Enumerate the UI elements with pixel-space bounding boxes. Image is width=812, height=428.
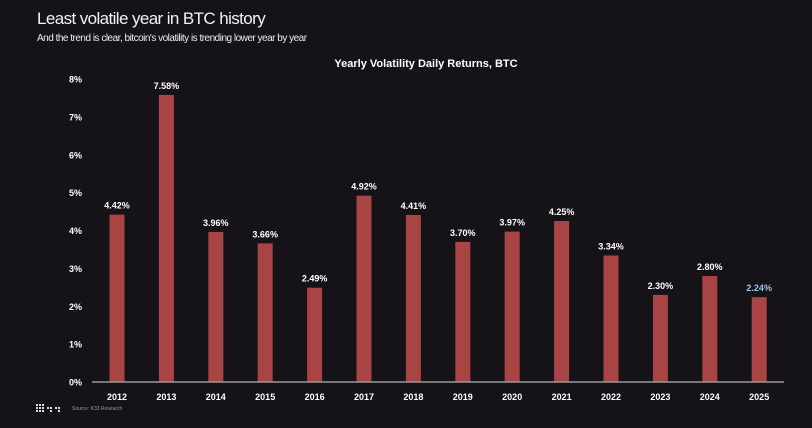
data-label: 4.42% (104, 201, 130, 211)
x-tick-label: 2023 (650, 392, 670, 402)
bar-2012 (109, 214, 125, 382)
y-tick-label: 3% (69, 264, 82, 274)
bar-2017 (356, 195, 372, 382)
data-label: 2.30% (648, 281, 674, 291)
bar-2025 (751, 297, 767, 382)
bar-2020 (504, 231, 520, 382)
y-tick-label: 5% (69, 188, 82, 198)
data-label: 4.25% (549, 207, 575, 217)
source-note: Source: K33 Research (72, 406, 123, 412)
x-tick-label: 2015 (255, 392, 275, 402)
x-tick-label: 2020 (502, 392, 522, 402)
data-label: 2.24% (746, 283, 772, 293)
x-tick-label: 2016 (305, 392, 325, 402)
data-label: 2.80% (697, 262, 723, 272)
chart-title: Yearly Volatility Daily Returns, BTC (334, 58, 518, 70)
bar-2016 (307, 287, 323, 382)
y-tick-label: 2% (69, 302, 82, 312)
bar-2021 (554, 221, 570, 382)
bar-2015 (257, 243, 273, 382)
x-tick-label: 2017 (354, 392, 374, 402)
y-tick-label: 4% (69, 226, 82, 236)
x-tick-label: 2019 (453, 392, 473, 402)
data-label: 3.66% (252, 229, 278, 239)
y-tick-label: 6% (69, 150, 82, 160)
data-label: 3.70% (450, 228, 476, 238)
page-subtitle: And the trend is clear, bitcoin's volati… (37, 33, 307, 44)
x-tick-label: 2012 (107, 392, 127, 402)
data-label: 4.92% (351, 182, 377, 192)
x-tick-label: 2021 (552, 392, 572, 402)
bar-2019 (455, 241, 471, 382)
y-tick-label: 7% (69, 112, 82, 122)
data-label: 7.58% (154, 81, 180, 91)
bar-2023 (652, 294, 668, 382)
x-tick-label: 2024 (700, 392, 720, 402)
x-tick-label: 2013 (156, 392, 176, 402)
x-tick-label: 2022 (601, 392, 621, 402)
bar-2013 (158, 94, 174, 382)
bar-2014 (208, 232, 224, 382)
bar-2022 (603, 255, 619, 382)
data-label: 2.49% (302, 274, 328, 284)
page-title: Least volatile year in BTC history (37, 9, 266, 28)
x-tick-label: 2025 (749, 392, 769, 402)
x-tick-label: 2018 (403, 392, 423, 402)
y-tick-label: 8% (69, 75, 82, 85)
data-label: 3.96% (203, 218, 229, 228)
data-label: 3.97% (499, 218, 525, 228)
bar-2018 (405, 214, 421, 382)
data-label: 3.34% (598, 241, 624, 251)
y-tick-label: 0% (69, 378, 82, 388)
x-tick-label: 2014 (206, 392, 226, 402)
data-label: 4.41% (401, 201, 427, 211)
k33-logo (36, 404, 60, 412)
y-tick-label: 1% (69, 340, 82, 350)
bar-2024 (702, 275, 718, 382)
